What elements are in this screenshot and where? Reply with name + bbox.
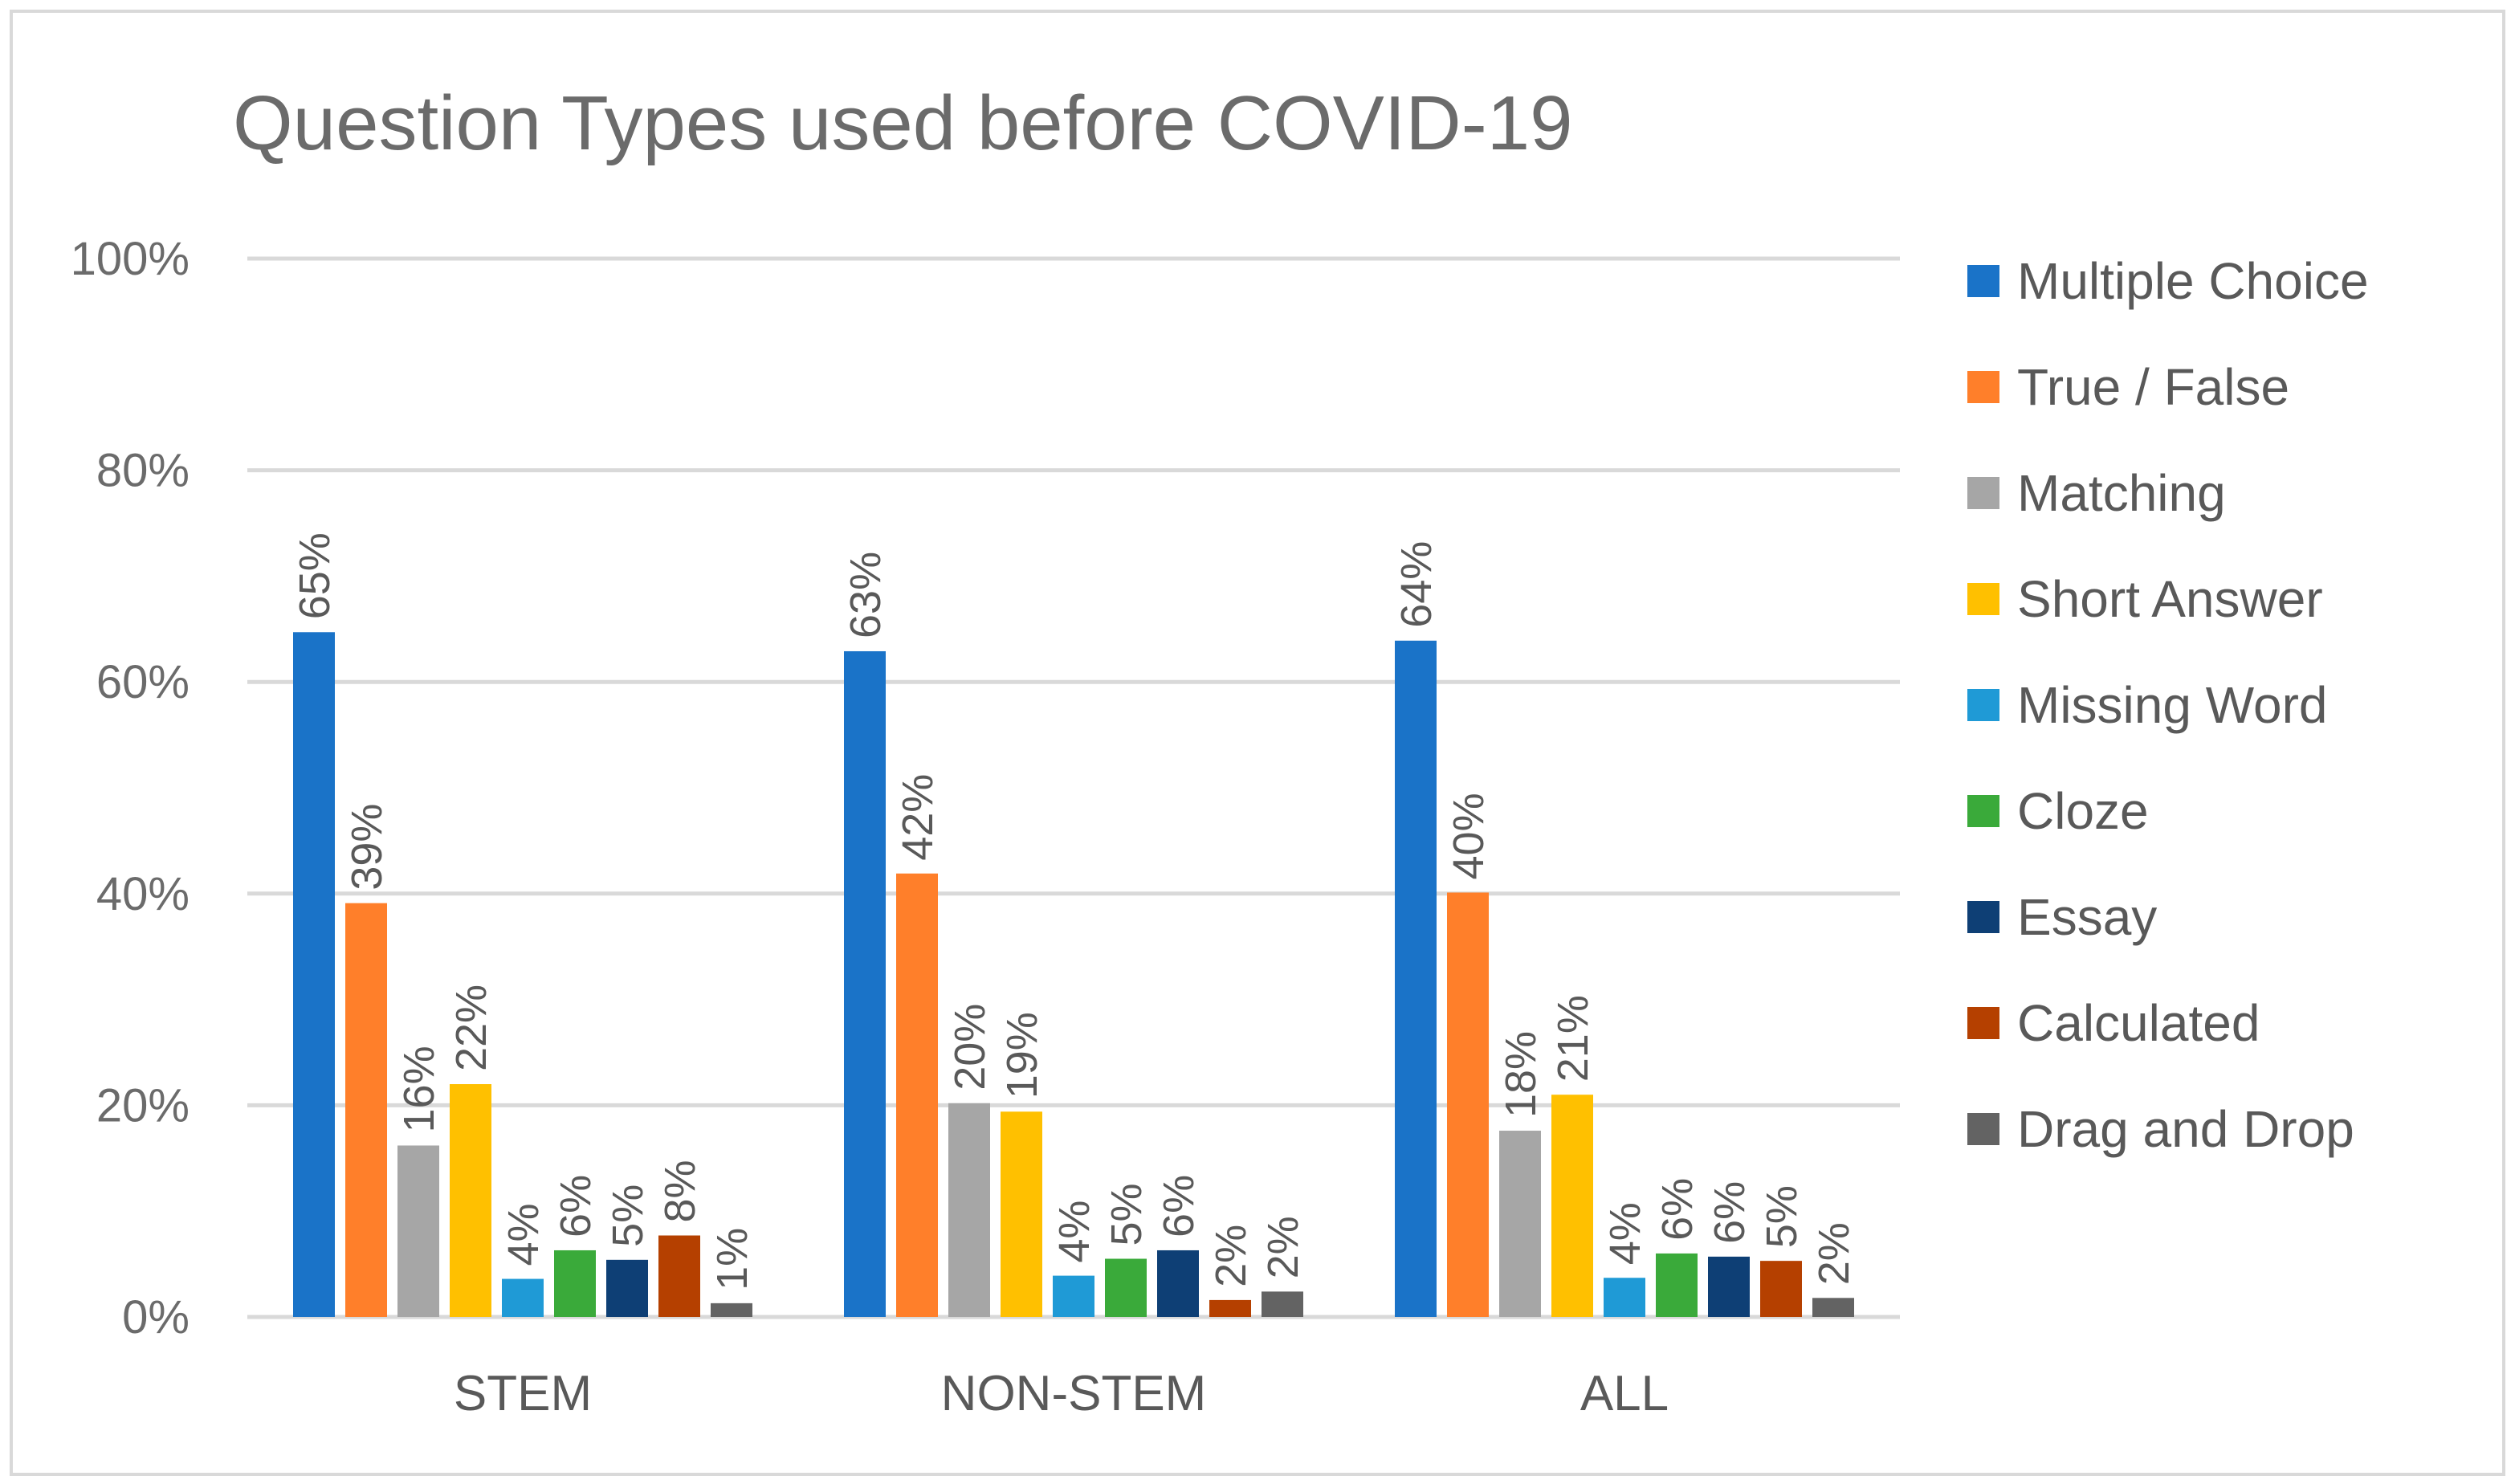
legend-label: Missing Word (2017, 676, 2327, 734)
legend-swatch (1967, 371, 1999, 403)
data-label: 8% (656, 1160, 704, 1222)
legend-label: Matching (2017, 464, 2226, 522)
bar-non-stem-matching (948, 1103, 990, 1317)
bar-all-calculated (1760, 1261, 1802, 1317)
bar-stem-essay (606, 1259, 648, 1317)
bar-non-stem-true-false (896, 873, 938, 1317)
bars (293, 632, 1854, 1317)
bar-all-missing-word (1604, 1278, 1645, 1317)
data-label: 6% (1653, 1178, 1702, 1241)
legend-label: True / False (2017, 358, 2289, 416)
legend-label: Drag and Drop (2017, 1100, 2354, 1158)
bar-stem-multiple-choice (293, 632, 335, 1317)
legend-swatch (1967, 1007, 1999, 1039)
legend-swatch (1967, 1113, 1999, 1145)
legend-swatch (1967, 901, 1999, 933)
data-label: 2% (1207, 1225, 1255, 1287)
legend-swatch (1967, 689, 1999, 721)
legend-label: Essay (2017, 888, 2157, 946)
data-label: 20% (946, 1004, 994, 1091)
bar-all-cloze (1656, 1253, 1698, 1317)
bar-all-drag-and-drop (1812, 1298, 1854, 1317)
bar-all-multiple-choice (1395, 640, 1437, 1317)
data-label: 21% (1549, 995, 1597, 1082)
data-label: 65% (291, 532, 339, 619)
x-tick-label: ALL (1580, 1366, 1669, 1421)
data-label: 39% (343, 804, 391, 891)
bar-stem-calculated (658, 1235, 700, 1317)
bar-non-stem-cloze (1105, 1258, 1147, 1317)
data-label: 18% (1497, 1031, 1545, 1118)
y-tick-label: 40% (96, 868, 190, 920)
data-label: 5% (604, 1184, 652, 1247)
legend-swatch (1967, 265, 1999, 297)
x-axis-ticks: STEM NON-STEM ALL (454, 1366, 1669, 1421)
legend-label: Cloze (2017, 782, 2149, 840)
y-tick-label: 80% (96, 445, 190, 497)
bar-non-stem-calculated (1209, 1299, 1251, 1317)
x-tick-label: STEM (454, 1366, 592, 1421)
data-label: 4% (1601, 1202, 1649, 1265)
y-axis-ticks: 0% 20% 40% 60% 80% 100% (71, 233, 190, 1343)
data-label: 2% (1810, 1222, 1858, 1285)
bar-all-essay (1708, 1256, 1750, 1317)
data-label: 6% (552, 1175, 600, 1237)
data-label: 64% (1392, 541, 1441, 628)
data-label: 5% (1758, 1185, 1806, 1248)
bar-non-stem-drag-and-drop (1262, 1291, 1303, 1317)
bar-all-true-false (1447, 892, 1489, 1317)
data-label: 4% (1050, 1201, 1099, 1263)
bar-stem-missing-word (502, 1278, 544, 1317)
data-labels: 65%39%16%22%4% 6% 5% 8%1%63%42%20% 19%4% 5% 6%… (291, 532, 1858, 1290)
data-label: 22% (447, 985, 495, 1071)
data-label: 16% (395, 1046, 443, 1132)
y-tick-label: 100% (71, 233, 190, 285)
data-label: 6% (1155, 1175, 1203, 1237)
bar-non-stem-missing-word (1053, 1275, 1094, 1317)
bar-all-short-answer (1551, 1095, 1593, 1317)
data-label: 4% (499, 1204, 548, 1266)
legend-label: Short Answer (2017, 570, 2323, 628)
data-label: 19% (998, 1012, 1046, 1099)
legend-label: Multiple Choice (2017, 252, 2369, 310)
data-label: 5% (1103, 1183, 1151, 1246)
legend: Multiple Choice True / False Matching Short… (1967, 252, 2369, 1158)
y-tick-label: 60% (96, 656, 190, 708)
bar-stem-true-false (345, 903, 387, 1317)
legend-swatch (1967, 795, 1999, 827)
data-label: 6% (1706, 1181, 1754, 1244)
bar-non-stem-essay (1157, 1250, 1199, 1317)
data-label: 1% (708, 1228, 756, 1290)
bar-stem-short-answer (450, 1084, 491, 1317)
chart-title: Question Types used before COVID-19 (233, 80, 1572, 166)
bar-non-stem-short-answer (1001, 1111, 1042, 1317)
data-label: 63% (842, 552, 890, 638)
bar-stem-matching (397, 1145, 439, 1317)
bar-stem-drag-and-drop (711, 1303, 752, 1317)
legend-swatch (1967, 477, 1999, 509)
legend-swatch (1967, 583, 1999, 615)
data-label: 40% (1445, 793, 1493, 879)
data-label: 2% (1259, 1216, 1307, 1278)
legend-label: Calculated (2017, 994, 2260, 1052)
y-tick-label: 20% (96, 1079, 190, 1131)
y-tick-label: 0% (122, 1291, 190, 1343)
bar-all-matching (1499, 1131, 1541, 1317)
bar-stem-cloze (554, 1250, 596, 1317)
data-label: 42% (894, 774, 942, 861)
bar-non-stem-multiple-choice (844, 650, 886, 1317)
x-tick-label: NON-STEM (941, 1366, 1207, 1421)
